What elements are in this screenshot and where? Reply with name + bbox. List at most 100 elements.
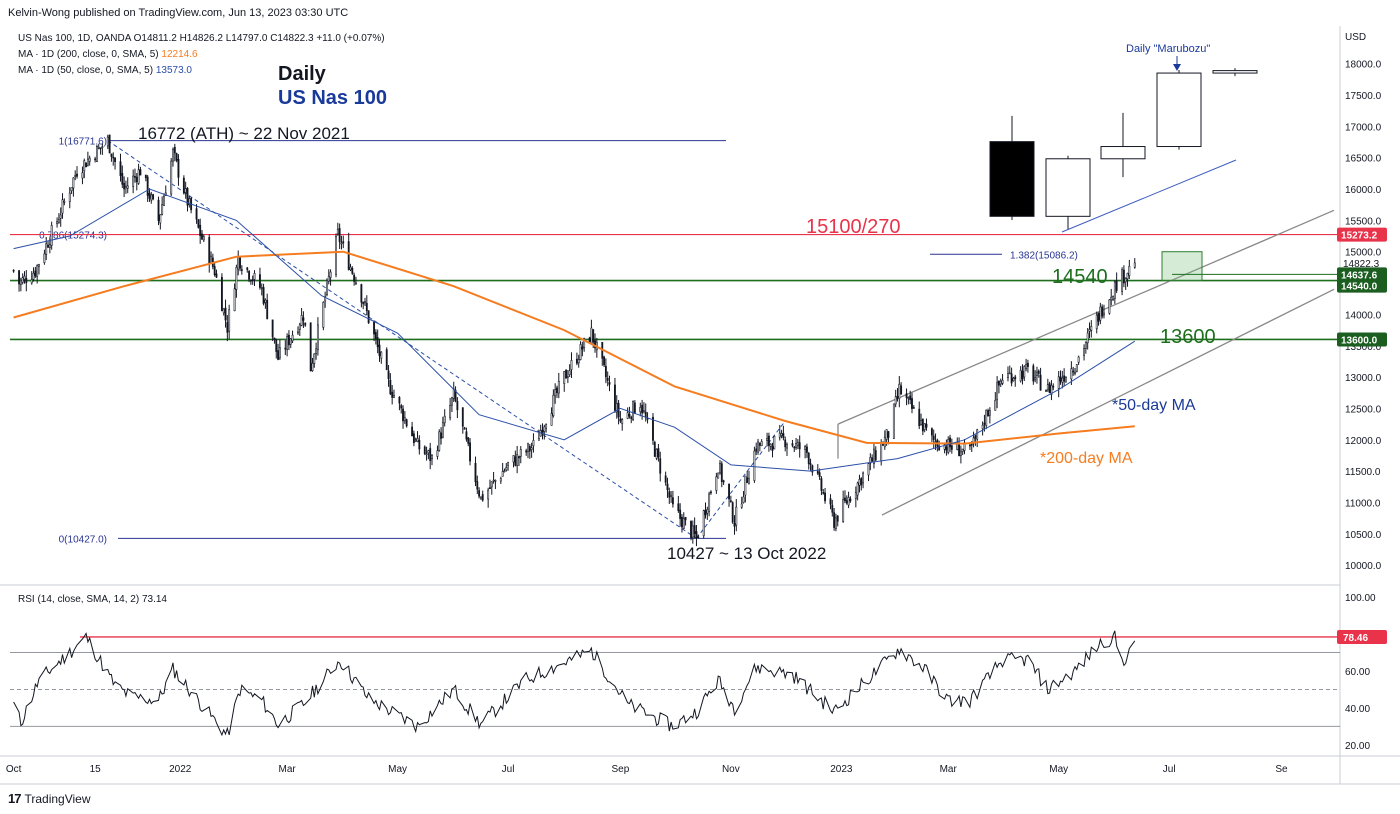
candle-body <box>614 384 616 411</box>
candle-body <box>860 477 863 486</box>
symbol-ohlc-text: US Nas 100, 1D, OANDA O14811.2 H14826.2 … <box>18 33 385 44</box>
ma200-line[interactable] <box>13 250 1135 445</box>
candle-body <box>996 382 999 400</box>
candle-body <box>387 370 390 380</box>
candle-body <box>349 266 352 271</box>
candle-body <box>930 428 933 436</box>
candle-body <box>527 443 529 452</box>
candle-body <box>659 458 662 474</box>
candle-body <box>289 338 292 345</box>
candle-body <box>68 192 71 203</box>
candle-body <box>1099 306 1102 321</box>
rsi-max-tag-bg <box>1337 629 1387 644</box>
candle-body <box>867 463 870 476</box>
candle-body <box>414 439 417 442</box>
candle-body <box>1083 348 1085 356</box>
candle-body <box>74 175 77 177</box>
candle-body <box>85 162 88 168</box>
candle-body <box>695 531 698 538</box>
candle-body <box>86 158 89 166</box>
candle-body <box>423 446 426 454</box>
candle-body <box>988 410 991 416</box>
candle-body <box>23 275 26 280</box>
price-tick-label: 17000.0 <box>1345 122 1382 133</box>
candle-body <box>947 438 950 453</box>
candle-body <box>1026 362 1029 367</box>
candle-body <box>403 417 406 422</box>
candle-body <box>184 188 187 193</box>
tradingview-logo[interactable]: 17 TradingView <box>8 791 91 806</box>
candle-body <box>1059 376 1062 382</box>
candle-body <box>260 287 263 289</box>
candle-body <box>492 479 495 482</box>
candle-body <box>1108 299 1111 314</box>
candle-body <box>326 280 328 296</box>
marubozu-annotation: Daily "Marubozu" <box>1126 43 1210 55</box>
price-tick-label: 14000.0 <box>1345 310 1382 321</box>
time-tick-label: Mar <box>278 764 296 775</box>
candle-body <box>900 385 903 395</box>
candle-body <box>822 492 825 494</box>
ma50-line[interactable] <box>13 188 1136 472</box>
time-tick-label: Se <box>1275 764 1288 775</box>
ma50-legend[interactable]: MA · 1D (50, close, 0, SMA, 5) 13573.0 <box>18 65 192 76</box>
candle-body <box>465 431 468 440</box>
candle-body <box>208 237 211 265</box>
inset-ma-line <box>1061 159 1237 233</box>
chart-subtitle: US Nas 100 <box>278 87 387 109</box>
candle-body <box>615 403 618 413</box>
candle-body <box>59 214 62 219</box>
candle-body <box>233 288 236 312</box>
candle-body <box>950 445 953 450</box>
candle-body <box>532 440 535 447</box>
candle-body <box>854 492 857 499</box>
candle-body <box>376 337 379 348</box>
candle-body <box>742 496 745 503</box>
candle-body <box>1063 375 1066 382</box>
ma200-legend[interactable]: MA · 1D (200, close, 0, SMA, 5) 12214.6 <box>18 49 198 60</box>
candle-body <box>793 446 796 449</box>
rsi-legend[interactable]: RSI (14, close, SMA, 14, 2) 73.14 <box>18 594 167 605</box>
axis-tag-14540: 14540.0 <box>1341 282 1378 293</box>
candle-body <box>249 279 252 282</box>
candle-body <box>856 482 859 496</box>
candle-body <box>710 491 712 494</box>
candle-body <box>795 443 798 449</box>
inset-candle-body <box>1156 72 1202 148</box>
candle-body <box>427 450 430 454</box>
candle-body <box>748 478 750 485</box>
tradingview-brand-text: TradingView <box>24 791 91 806</box>
candle-body <box>429 448 432 461</box>
candle-body <box>1097 312 1100 322</box>
tradingview-mark-icon: 17 <box>8 791 22 806</box>
axis-tag-last-price: 14822.3 <box>1343 259 1380 270</box>
candle-body <box>373 321 375 335</box>
candle-body <box>516 454 519 466</box>
candle-body <box>556 387 558 394</box>
candle-body <box>121 172 124 185</box>
candle-body <box>309 322 312 372</box>
candle-body <box>1113 281 1116 299</box>
candle-body <box>405 419 408 427</box>
rsi-line[interactable] <box>13 630 1136 737</box>
candle-body <box>657 448 660 458</box>
candle-body <box>766 437 769 441</box>
candle-body <box>132 175 135 187</box>
candle-body <box>1103 312 1105 316</box>
ma50-legend-label: MA · 1D (50, close, 0, SMA, 5) <box>18 65 154 76</box>
candle-body <box>791 443 794 446</box>
candle-body <box>286 336 289 350</box>
candle-body <box>1019 369 1022 382</box>
axis-tag-15273-bg <box>1337 227 1387 242</box>
price-tick-label: 12000.0 <box>1345 436 1382 447</box>
candle-body <box>300 315 303 326</box>
candle-body <box>291 334 294 342</box>
candle-body <box>1008 372 1011 375</box>
candle-body <box>237 256 240 270</box>
candle-body <box>898 383 901 400</box>
candle-body <box>146 176 149 196</box>
candle-body <box>253 273 256 280</box>
candle-body <box>96 146 98 163</box>
candle-body <box>63 200 66 203</box>
